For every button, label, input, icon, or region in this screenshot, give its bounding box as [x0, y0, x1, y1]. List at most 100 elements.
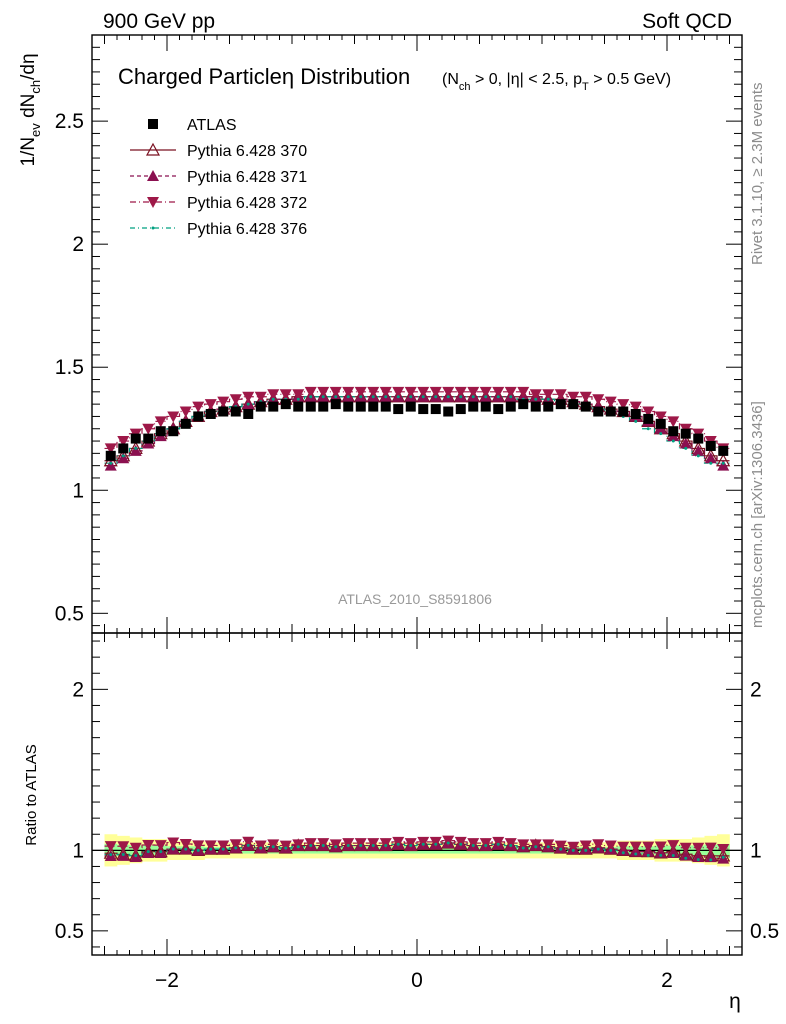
- ratio-data-point: [171, 847, 175, 851]
- ratio-y-tick-label-right: 0.5: [750, 920, 779, 943]
- main-data-point: [168, 426, 179, 437]
- main-data-point: [367, 386, 380, 398]
- ratio-data-point: [246, 843, 250, 847]
- ratio-data-point: [504, 838, 517, 850]
- main-ylabel-part: ev: [28, 123, 43, 137]
- main-data-point: [130, 433, 141, 444]
- main-data-point: [405, 401, 416, 412]
- ratio-data-point: [279, 840, 292, 852]
- main-data-point: [671, 439, 675, 443]
- main-data-point: [579, 391, 592, 403]
- main-data-point: [292, 389, 305, 401]
- plot-subtitle: (Nch > 0, |η| < 2.5, pT > 0.5 GeV): [442, 71, 671, 93]
- main-data-point: [517, 386, 530, 398]
- ratio-data-point: [221, 847, 225, 851]
- ratio-data-point: [217, 840, 230, 852]
- plot-subtitle-part: > 0.5 GeV): [589, 71, 671, 88]
- ratio-data-point: [121, 852, 125, 856]
- ratio-data-point: [329, 839, 342, 851]
- ratio-data-point: [704, 842, 717, 854]
- main-data-point: [446, 395, 450, 399]
- main-data-point: [643, 413, 654, 424]
- ratio-data-point: [609, 848, 613, 852]
- main-data-point: [454, 386, 467, 398]
- ratio-data-point: [434, 842, 438, 846]
- ratio-data-point: [546, 845, 550, 849]
- header-energy-label: 900 GeV pp: [103, 10, 215, 33]
- ratio-data-point: [259, 846, 263, 850]
- main-data-point: [142, 423, 155, 435]
- ratio-data-point: [454, 836, 467, 848]
- y-tick-label: 1.5: [55, 356, 84, 379]
- ratio-axes: −2 0 2 0.5 0.5 1 1 2 2: [55, 632, 779, 992]
- main-data-point: [404, 386, 417, 398]
- ratio-data-point: [109, 853, 113, 857]
- main-data-point: [230, 406, 241, 417]
- legend-marker: [148, 119, 158, 129]
- main-data-point: [655, 418, 666, 429]
- main-data-point: [242, 391, 255, 403]
- main-data-point: [605, 406, 616, 417]
- ratio-data-point: [642, 841, 655, 853]
- main-data-point: [692, 444, 705, 456]
- main-data-point: [329, 386, 342, 398]
- ratio-series-line: [104, 842, 730, 860]
- ratio-data-point: [292, 839, 305, 851]
- ratio-data-point: [321, 844, 325, 848]
- main-data-point: [205, 408, 216, 419]
- main-data-point: [368, 401, 379, 412]
- header-category-label: Soft QCD: [642, 10, 732, 33]
- main-data-point: [667, 416, 680, 428]
- ratio-data-point: [421, 842, 425, 846]
- main-data-point: [496, 395, 500, 399]
- ratio-data-point: [517, 839, 530, 851]
- main-data-point: [479, 386, 492, 398]
- main-data-point: [504, 386, 517, 398]
- main-data-point: [580, 401, 591, 412]
- rivet-version-label: Rivet 3.1.10, ≥ 2.3M events: [749, 83, 766, 266]
- main-data-point: [317, 386, 330, 398]
- ratio-data-point: [721, 855, 725, 859]
- ratio-y-tick-label: 0.5: [55, 920, 84, 943]
- main-data-point: [443, 406, 454, 417]
- main-series-group: [103, 386, 731, 471]
- ratio-data-point: [492, 836, 505, 848]
- ratio-data-point: [521, 846, 525, 850]
- ratio-series-line: [104, 842, 730, 861]
- main-data-point: [534, 397, 538, 401]
- ratio-data-point: [667, 846, 680, 858]
- main-data-point: [355, 401, 366, 412]
- ratio-data-point: [284, 846, 288, 850]
- main-data-point: [392, 386, 405, 398]
- plot-subtitle-part: T: [582, 81, 589, 93]
- ratio-data-point: [346, 844, 350, 848]
- main-data-point: [218, 406, 229, 417]
- main-data-point: [530, 401, 541, 412]
- main-data-point: [718, 445, 729, 456]
- ratio-data-point: [396, 842, 400, 846]
- ratio-data-point: [309, 844, 313, 848]
- x-tick-label: −2: [155, 969, 179, 992]
- main-data-point: [118, 443, 129, 454]
- ratio-data-point: [459, 842, 463, 846]
- main-data-point: [342, 386, 355, 398]
- main-data-point: [654, 411, 667, 423]
- main-data-point: [330, 399, 341, 410]
- main-data-point: [271, 397, 275, 401]
- main-data-point: [684, 446, 688, 450]
- main-data-point: [630, 408, 641, 419]
- ratio-data-point: [629, 841, 642, 853]
- ratio-data-point: [429, 836, 442, 848]
- main-ylabel-part: /dη: [18, 53, 39, 79]
- ratio-series-group: [103, 835, 731, 864]
- ratio-data-point: [167, 837, 180, 849]
- ratio-data-point: [617, 841, 630, 853]
- ratio-data-point: [679, 842, 692, 854]
- ratio-data-point: [146, 850, 150, 854]
- plot-subtitle-part: (N: [442, 71, 459, 88]
- main-data-point: [104, 443, 117, 455]
- ratio-data-point: [692, 842, 705, 854]
- ratio-data-point: [696, 858, 700, 862]
- ratio-data-point: [204, 840, 217, 852]
